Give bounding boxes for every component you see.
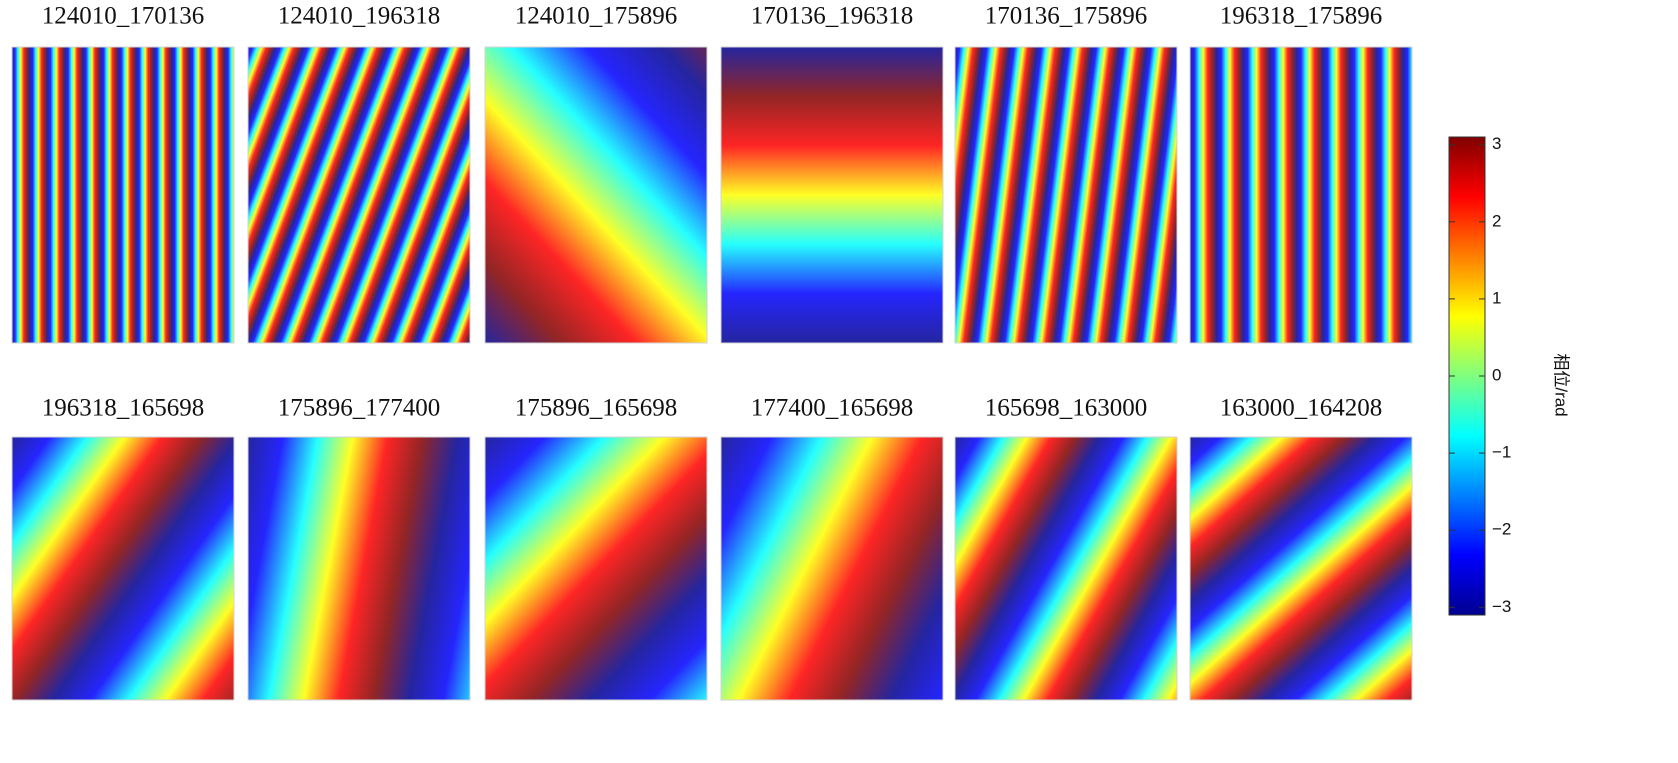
panel-title: 170136_196318 bbox=[751, 3, 914, 30]
tick-label: 0 bbox=[1492, 365, 1501, 384]
interferogram bbox=[247, 46, 471, 344]
panel-title: 177400_165698 bbox=[751, 395, 914, 422]
tick-label: −1 bbox=[1492, 443, 1511, 462]
tick-label: 2 bbox=[1492, 211, 1501, 230]
tick-label: 3 bbox=[1492, 134, 1501, 153]
panel-title: 175896_165698 bbox=[515, 395, 678, 422]
panel-title: 175896_177400 bbox=[278, 395, 441, 422]
interferogram bbox=[1189, 46, 1413, 344]
panel-title: 124010_175896 bbox=[515, 3, 678, 30]
interferogram bbox=[484, 46, 708, 344]
interferogram bbox=[247, 436, 471, 701]
interferogram bbox=[720, 436, 944, 701]
tick-label: −2 bbox=[1492, 520, 1511, 539]
tick-label: 1 bbox=[1492, 288, 1501, 307]
interferogram bbox=[720, 46, 944, 344]
panel-title: 196318_165698 bbox=[42, 395, 205, 422]
interferogram bbox=[11, 436, 235, 701]
interferogram bbox=[11, 46, 235, 344]
tick-label: −3 bbox=[1492, 597, 1511, 616]
panel-title: 196318_175896 bbox=[1220, 3, 1383, 30]
panel-title: 165698_163000 bbox=[985, 395, 1148, 422]
panel-title: 170136_175896 bbox=[985, 3, 1148, 30]
panel-title: 163000_164208 bbox=[1220, 395, 1383, 422]
panel-title: 124010_196318 bbox=[278, 3, 441, 30]
interferogram bbox=[484, 436, 708, 701]
panel-title: 124010_170136 bbox=[42, 3, 205, 30]
colorbar-label: 相位/rad bbox=[1552, 353, 1571, 416]
interferogram bbox=[954, 46, 1178, 344]
interferogram bbox=[1189, 436, 1413, 701]
interferogram bbox=[954, 436, 1178, 701]
